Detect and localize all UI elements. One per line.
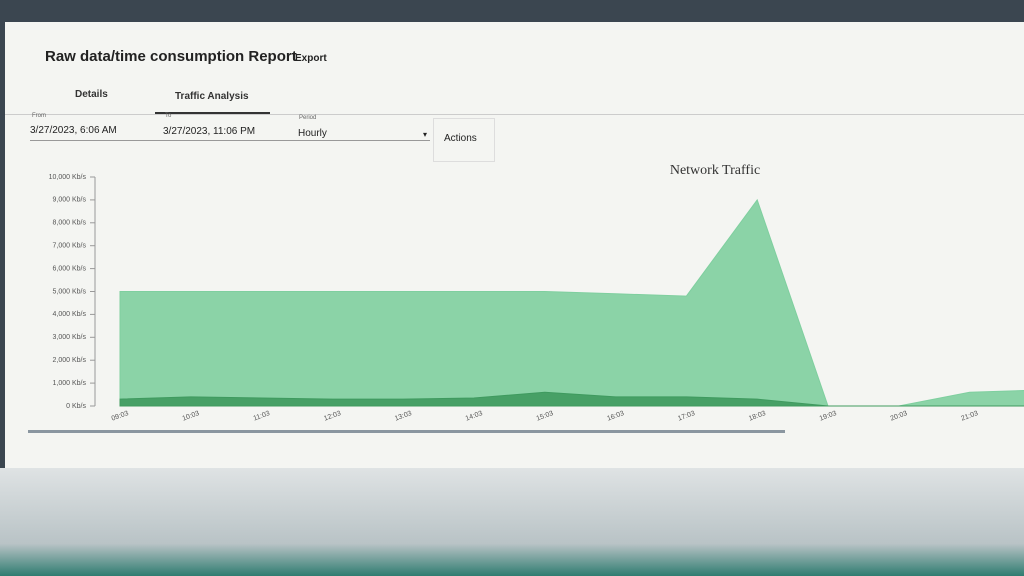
dropdown-arrow: ▾	[423, 130, 428, 139]
y-tick-label: 6,000 Kb/s	[53, 265, 87, 272]
x-tick-label: 13:03	[394, 410, 413, 423]
x-tick-label: 21:03	[960, 410, 979, 423]
x-tick-label: 15:03	[535, 410, 554, 423]
y-tick-label: 8,000 Kb/s	[53, 220, 87, 227]
area-series	[119, 391, 1024, 407]
to-label: To	[165, 113, 172, 119]
x-tick-label: 19:03	[819, 410, 838, 423]
export-button[interactable]: Export	[295, 53, 327, 64]
y-tick-label: 0 Kb/s	[66, 403, 86, 410]
y-tick-label: 5,000 Kb/s	[53, 288, 87, 295]
x-tick-label: 18:03	[748, 410, 767, 423]
y-tick-label: 3,000 Kb/s	[53, 334, 87, 341]
period-label: Period	[299, 115, 317, 121]
x-tick-label: 16:03	[606, 410, 625, 423]
from-input[interactable]: 3/27/2023, 6:06 AM	[30, 125, 117, 136]
area-series	[119, 198, 1024, 407]
actions-button[interactable]: Actions	[433, 118, 495, 162]
y-tick-label: 10,000 Kb/s	[49, 174, 87, 181]
x-tick-label: 14:03	[465, 410, 484, 423]
tab[interactable]: Traffic Analysis	[175, 91, 249, 102]
from-label: From	[32, 113, 46, 119]
to-input[interactable]: 3/27/2023, 11:06 PM	[163, 126, 256, 137]
y-tick-label: 7,000 Kb/s	[53, 243, 87, 250]
y-tick-label: 1,000 Kb/s	[53, 380, 87, 387]
x-tick-label: 20:03	[889, 410, 908, 423]
tab-indicator	[155, 112, 270, 114]
chart-title: Network Traffic	[670, 163, 760, 178]
y-tick-label: 2,000 Kb/s	[53, 357, 87, 364]
tab[interactable]: Details	[75, 89, 108, 100]
x-tick-label: 17:03	[677, 410, 696, 423]
y-tick-label: 4,000 Kb/s	[53, 311, 87, 318]
input-underline	[30, 140, 430, 141]
period-select[interactable]: Hourly	[298, 128, 327, 139]
x-tick-label: 11:03	[253, 410, 271, 422]
actions-label[interactable]: Actions	[444, 133, 477, 144]
x-tick-label: 09:03	[111, 410, 130, 423]
screen-bezel	[0, 468, 1024, 576]
y-tick-label: 9,000 Kb/s	[53, 197, 87, 204]
x-tick-label: 10:03	[181, 410, 200, 423]
scrollbar[interactable]	[28, 430, 785, 433]
x-tick-label: 12:03	[323, 410, 342, 423]
report-title: Raw data/time consumption Report	[45, 48, 297, 65]
divider	[5, 114, 1024, 115]
